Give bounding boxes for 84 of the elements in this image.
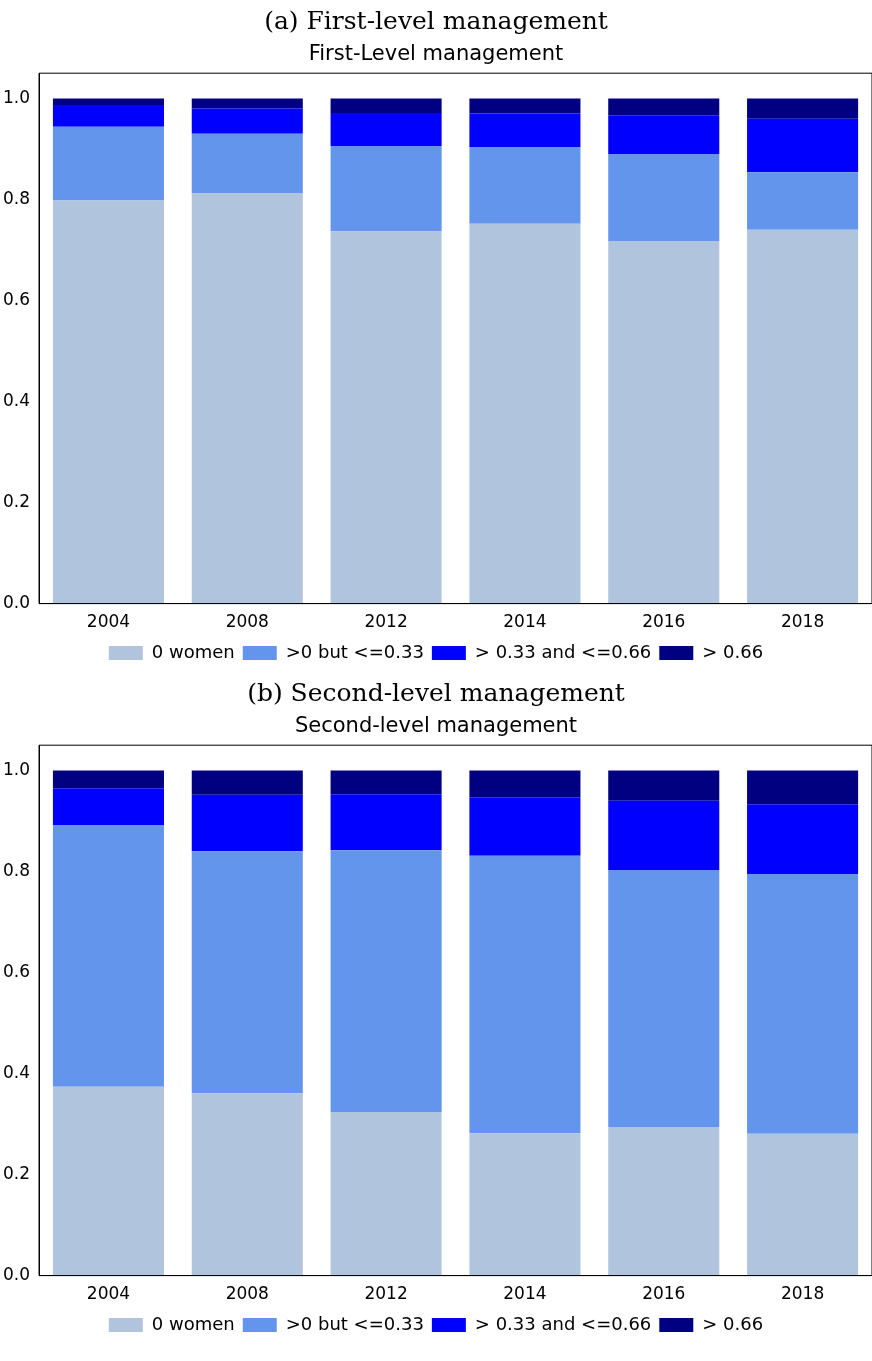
bar: [52, 200, 164, 604]
y-tick-label: 0.0: [2, 592, 31, 613]
legend-label: >0 but <=0.33: [285, 1312, 424, 1334]
bar: [608, 770, 720, 801]
bar: [52, 126, 164, 201]
bar: [608, 1127, 720, 1276]
bar: [52, 770, 164, 789]
bar: [330, 113, 442, 146]
x-tick-label: 2016: [642, 1283, 686, 1304]
bar: [469, 797, 581, 856]
y-tick-label: 0.4: [2, 389, 31, 410]
x-tick-label: 2008: [225, 1283, 269, 1304]
bar: [330, 98, 442, 114]
bar: [747, 118, 859, 173]
bar: [747, 770, 859, 805]
y-tick-label: 0.0: [2, 1264, 31, 1285]
bar: [191, 1093, 303, 1276]
bar: [52, 98, 164, 106]
bar: [330, 231, 442, 604]
bar: [52, 1086, 164, 1276]
bar: [747, 874, 859, 1134]
bar: [52, 788, 164, 826]
legend-label: >0 but <=0.33: [285, 640, 424, 662]
x-tick-label: 2012: [364, 611, 408, 632]
y-tick-label: 1.0: [2, 758, 31, 779]
text: (b) Second-level management: [246, 677, 626, 709]
bar: [608, 115, 720, 155]
bar: [330, 850, 442, 1112]
bar: [608, 870, 720, 1128]
bar: [330, 770, 442, 795]
y-tick-label: 0.4: [2, 1061, 31, 1082]
legend-label: > 0.66: [702, 1312, 764, 1334]
bar: [469, 98, 581, 114]
legend-label: > 0.33 and <=0.66: [474, 1312, 652, 1334]
y-tick-label: 0.8: [2, 859, 31, 880]
x-tick-label: 2014: [503, 1283, 547, 1304]
y-tick-label: 0.6: [2, 288, 31, 309]
x-tick-label: 2016: [642, 611, 686, 632]
x-tick-label: 2014: [503, 611, 547, 632]
bar: [469, 1133, 581, 1276]
bar: [747, 172, 859, 230]
bar: [608, 800, 720, 871]
bar: [52, 825, 164, 1087]
bar: [469, 855, 581, 1134]
y-tick-label: 1.0: [2, 86, 31, 107]
y-tick-label: 0.2: [2, 1162, 31, 1183]
x-tick-label: 2008: [225, 611, 269, 632]
x-tick-label: 2018: [780, 611, 825, 632]
bar: [747, 804, 859, 875]
bar: [330, 794, 442, 851]
y-tick-label: 0.8: [2, 187, 31, 208]
chart-title: First-Level management: [308, 41, 564, 66]
chart-title: Second-level management: [294, 713, 578, 738]
bar: [52, 105, 164, 127]
bar: [191, 851, 303, 1094]
legend-label: > 0.33 and <=0.66: [474, 640, 652, 662]
legend-label: 0 women: [151, 1312, 235, 1334]
bar: [608, 98, 720, 116]
bar: [191, 133, 303, 194]
bar: [747, 229, 859, 604]
bar: [191, 794, 303, 852]
bar: [191, 770, 303, 795]
bar: [469, 113, 581, 147]
legend-label: 0 women: [151, 640, 235, 662]
y-tick-label: 0.2: [2, 490, 31, 511]
text: (a) First-level management: [263, 5, 609, 37]
bar: [608, 240, 720, 604]
x-tick-label: 2018: [780, 1283, 825, 1304]
bar: [469, 146, 581, 224]
x-tick-label: 2012: [364, 1283, 408, 1304]
bar: [469, 770, 581, 798]
bar: [191, 108, 303, 134]
y-tick-label: 0.6: [2, 960, 31, 981]
bar: [191, 98, 303, 109]
x-tick-label: 2004: [86, 1283, 131, 1304]
bar: [330, 145, 442, 232]
x-tick-label: 2004: [86, 611, 131, 632]
bar: [330, 1111, 442, 1276]
bar: [469, 223, 581, 604]
bar: [191, 193, 303, 604]
bar: [608, 154, 720, 241]
legend-label: > 0.66: [702, 640, 764, 662]
bar: [747, 98, 859, 119]
bar: [747, 1133, 859, 1276]
